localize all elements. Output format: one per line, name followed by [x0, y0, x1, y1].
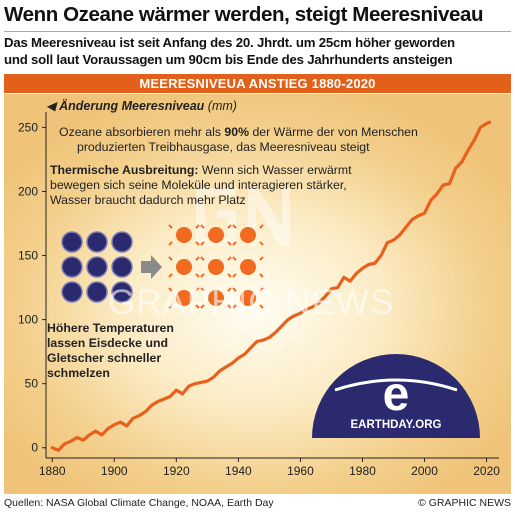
earthday-logo: e EARTHDAY.ORG: [312, 354, 480, 438]
ice-line-2: lassen Eisdecke und: [47, 336, 168, 350]
hot-molecule: [168, 224, 200, 246]
cold-molecule: [111, 281, 133, 303]
subheadline: Das Meeresniveau ist seit Anfang des 20.…: [4, 34, 511, 68]
cold-molecule: [86, 281, 108, 303]
ocean-line-2: produzierten Treibhausgase, das Meeresni…: [77, 140, 370, 154]
cold-molecule: [86, 231, 108, 253]
hot-molecule: [168, 256, 200, 278]
x-tick-label: 1940: [225, 464, 252, 478]
series-layer: [50, 120, 492, 452]
hot-molecule: [232, 224, 264, 246]
y-axis-title: Änderung Meeresniveau: [59, 99, 205, 113]
y-axis-unit: (mm): [207, 99, 237, 113]
earthday-dome: [312, 354, 480, 438]
thermal-annotation: Thermische Ausbreitung: Wenn sich Wasser…: [50, 163, 352, 208]
headline: Wenn Ozeane wärmer werden, steigt Meeres…: [4, 3, 484, 26]
x-tick-label: 1900: [101, 464, 128, 478]
ice-line-1: Höhere Temperaturen: [47, 321, 174, 335]
x-tick-label: 1880: [39, 464, 66, 478]
sources: Quellen: NASA Global Climate Change, NOA…: [4, 497, 274, 509]
cold-molecule: [111, 231, 133, 253]
y-tick-label: 100: [18, 313, 38, 327]
ocean-line-1: Ozeane absorbieren mehr als 90% der Wärm…: [59, 125, 418, 139]
y-arrow-icon: ◀: [46, 99, 56, 113]
sea-level-line: [50, 120, 492, 452]
x-tick-label: 1960: [287, 464, 314, 478]
copyright: © GRAPHIC NEWS: [418, 497, 511, 509]
x-tick-label: 2020: [473, 464, 500, 478]
cold-molecule: [61, 231, 83, 253]
y-axis-label: ◀ Änderung Meeresniveau (mm): [46, 98, 237, 113]
earthday-label: EARTHDAY.ORG: [351, 419, 442, 431]
cold-molecule: [61, 256, 83, 278]
hot-molecule: [232, 256, 264, 278]
subheadline-line-2: und soll laut Voraussagen um 90cm bis En…: [4, 52, 453, 67]
thermal-line-3: Wasser braucht dadurch mehr Platz: [50, 193, 246, 207]
y-ticks: 0 50 100 150 200 250: [18, 120, 46, 455]
x-ticks: 1880 1900 1920 1940 1960 1980 2000 2020: [39, 458, 500, 478]
y-tick-label: 250: [18, 120, 38, 134]
y-tick-label: 50: [25, 377, 39, 391]
cold-molecule: [61, 281, 83, 303]
arrow-right-icon: [141, 255, 162, 279]
hot-molecule: [232, 287, 264, 309]
cold-molecule: [86, 256, 108, 278]
thermal-line-2: bewegen sich seine Moleküle und interagi…: [50, 178, 347, 192]
x-tick-label: 1920: [163, 464, 190, 478]
hot-molecule: [200, 256, 232, 278]
subheadline-line-1: Das Meeresniveau ist seit Anfang des 20.…: [4, 35, 455, 50]
cold-molecule: [111, 256, 133, 278]
thermal-line-1: Thermische Ausbreitung: Wenn sich Wasser…: [50, 163, 352, 177]
hot-molecule: [200, 287, 232, 309]
watermark-logo: [196, 188, 290, 246]
chart-title-band: MEERESNIVEUA ANSTIEG 1880-2020: [4, 74, 511, 93]
cold-molecules: [61, 231, 133, 303]
headline-rule: [4, 31, 511, 32]
ice-annotation: Höhere Temperaturen lassen Eisdecke und …: [47, 321, 174, 381]
x-tick-label: 1980: [349, 464, 376, 478]
y-tick-label: 150: [18, 249, 38, 263]
hot-molecule: [168, 287, 200, 309]
earthday-arc: [334, 378, 458, 392]
ice-line-3: Gletscher schneller: [47, 351, 162, 365]
ocean-annotation: Ozeane absorbieren mehr als 90% der Wärm…: [59, 125, 418, 155]
hot-molecule: [200, 224, 232, 246]
x-tick-label: 2000: [411, 464, 438, 478]
earthday-e-icon: e: [383, 368, 410, 421]
hot-molecules: [168, 224, 264, 309]
y-tick-label: 200: [18, 184, 38, 198]
y-tick-label: 0: [31, 441, 38, 455]
ice-line-4: schmelzen: [47, 366, 110, 380]
watermark-text: GRAPHIC NEWS: [108, 283, 395, 322]
